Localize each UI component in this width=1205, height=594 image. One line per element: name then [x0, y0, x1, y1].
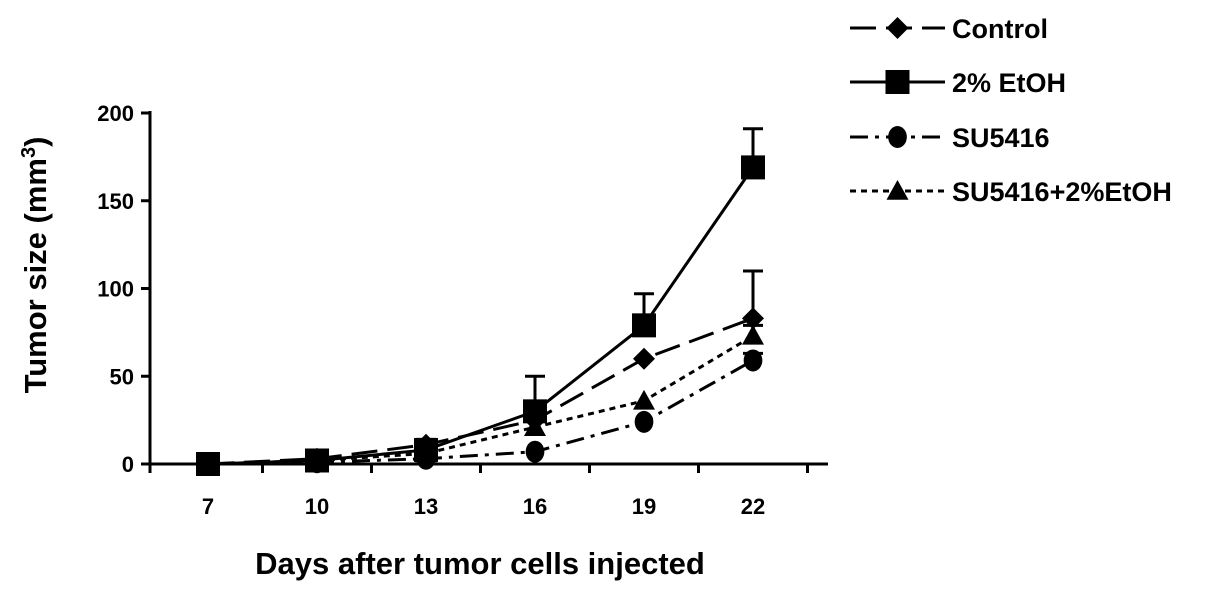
- series-su5416: [198, 349, 763, 475]
- legend-marker: [886, 17, 909, 39]
- legend-marker: [886, 180, 909, 200]
- legend-label: Control: [952, 14, 1048, 44]
- legend-entry: Control: [850, 14, 1048, 44]
- legend-entry: 2% EtOH: [850, 68, 1066, 98]
- series-line: [207, 334, 754, 466]
- legend: Control 2% EtOH SU5416 SU5416+2%EtOH: [850, 14, 1172, 207]
- legend-entry: SU5416+2%EtOH: [850, 177, 1172, 207]
- series-2-etoh: [196, 127, 765, 476]
- legend-marker: [885, 70, 910, 94]
- data-point: [197, 453, 219, 473]
- data-point: [633, 347, 655, 370]
- data-point: [741, 155, 765, 180]
- y-axis-title: Tumor size (mm3): [18, 137, 53, 394]
- series-line: [207, 316, 754, 466]
- data-point: [633, 389, 655, 410]
- legend-entry: SU5416: [850, 123, 1050, 153]
- y-tick-label: 0: [122, 452, 134, 477]
- series-control: [197, 269, 764, 475]
- series-line: [207, 166, 755, 466]
- data-point: [524, 416, 546, 436]
- x-tick-label: 13: [414, 494, 438, 519]
- y-tick-label: 50: [110, 364, 134, 389]
- y-tick-label: 150: [97, 189, 134, 214]
- data-point: [525, 440, 545, 463]
- x-tick-label: 16: [523, 494, 547, 519]
- x-tick-label: 19: [632, 494, 656, 519]
- x-axis-title: Days after tumor cells injected: [255, 546, 705, 581]
- data-point: [742, 324, 764, 345]
- series-su5416-2-etoh: [197, 323, 764, 473]
- y-tick-label: 200: [97, 101, 134, 126]
- x-tick-label: 10: [305, 494, 329, 519]
- y-tick-label: 100: [97, 277, 134, 302]
- axes: 0 50 100 150 200 7 10 13 16 19 22 Days after tumor …: [18, 101, 828, 581]
- data-point: [632, 313, 656, 338]
- legend-label: 2% EtOH: [952, 68, 1066, 98]
- data-point: [743, 349, 763, 372]
- x-tick-label: 22: [741, 494, 765, 519]
- series-line: [207, 359, 754, 466]
- legend-label: SU5416+2%EtOH: [952, 177, 1172, 207]
- series-layer: [196, 127, 765, 476]
- legend-marker: [888, 126, 907, 148]
- data-point: [634, 410, 654, 433]
- data-point: [415, 442, 437, 463]
- legend-label: SU5416: [952, 123, 1050, 153]
- data-point: [306, 449, 328, 470]
- data-point: [742, 307, 764, 330]
- x-tick-label: 7: [202, 494, 214, 519]
